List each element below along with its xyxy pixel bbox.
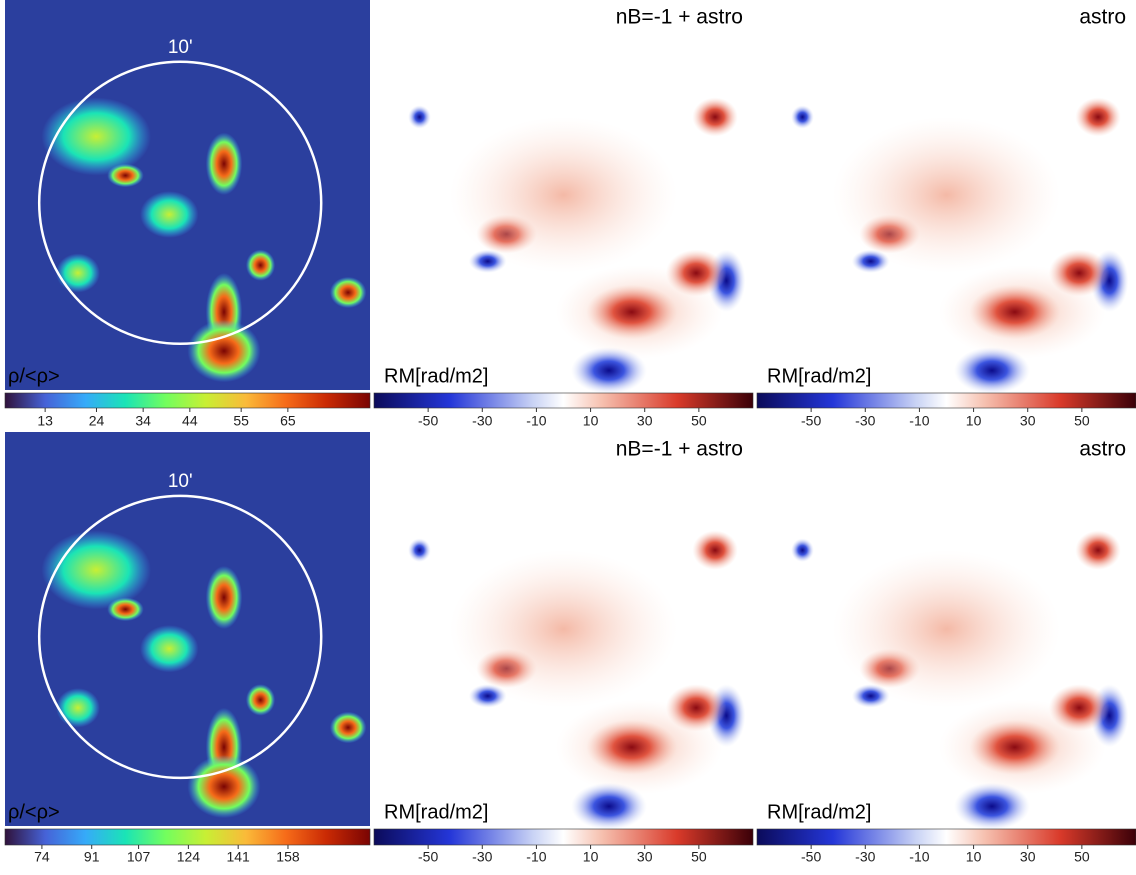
colorbar-tick-label: -30 bbox=[855, 849, 875, 865]
map-feature bbox=[571, 783, 647, 830]
map-feature bbox=[140, 625, 198, 672]
map-feature bbox=[954, 347, 1030, 394]
colorbar bbox=[5, 829, 370, 845]
colorbar-tick-label: 44 bbox=[182, 413, 198, 429]
panel-label: RM[rad/m2] bbox=[767, 801, 871, 823]
map-feature bbox=[692, 98, 737, 137]
map-feature bbox=[586, 285, 677, 340]
map-feature bbox=[450, 550, 677, 708]
circle-label: 10' bbox=[168, 471, 193, 492]
colorbar-tick-label: 10 bbox=[583, 849, 599, 865]
colorbar-tick-label: -50 bbox=[801, 849, 821, 865]
colorbar-tick-label: 30 bbox=[637, 849, 653, 865]
colorbar-tick-label: 10 bbox=[966, 413, 982, 429]
map-feature bbox=[330, 277, 367, 308]
map-feature bbox=[42, 98, 152, 176]
colorbar-tick-label: 50 bbox=[1074, 849, 1090, 865]
colorbar-tick-label: -50 bbox=[418, 413, 438, 429]
map-feature bbox=[791, 105, 814, 128]
map-feature bbox=[246, 250, 275, 281]
colorbar-tick-label: 30 bbox=[1020, 413, 1036, 429]
colorbar bbox=[5, 393, 370, 408]
map-feature bbox=[954, 783, 1030, 830]
colorbar-tick-label: 50 bbox=[691, 413, 707, 429]
map-feature bbox=[206, 133, 243, 195]
map-feature bbox=[571, 347, 647, 394]
map-feature bbox=[1075, 98, 1120, 137]
colorbar-tick-label: 107 bbox=[127, 849, 151, 865]
colorbar-tick-label: 10 bbox=[583, 413, 599, 429]
map-feature bbox=[246, 684, 275, 716]
colorbar-tick-label: 30 bbox=[1020, 849, 1036, 865]
colorbar-tick-label: -50 bbox=[418, 849, 438, 865]
colorbar-tick-label: 65 bbox=[280, 413, 296, 429]
colorbar-tick-label: 10 bbox=[966, 849, 982, 865]
panel-label: ρ/<ρ> bbox=[8, 365, 60, 387]
map-feature bbox=[140, 191, 198, 238]
map-feature bbox=[833, 550, 1060, 708]
colorbar-tick-label: -10 bbox=[909, 849, 929, 865]
colorbar bbox=[757, 829, 1136, 845]
colorbar-tick-label: -10 bbox=[526, 849, 546, 865]
colorbar-tick-label: 124 bbox=[177, 849, 201, 865]
map-feature bbox=[107, 597, 144, 621]
map-feature bbox=[56, 688, 100, 727]
colorbar-tick-label: 13 bbox=[37, 413, 53, 429]
colorbar-tick-label: 34 bbox=[135, 413, 151, 429]
map-feature bbox=[1049, 684, 1110, 731]
map-feature bbox=[692, 531, 737, 570]
panel-label: ρ/<ρ> bbox=[8, 801, 60, 823]
map-feature bbox=[969, 285, 1060, 340]
map-feature bbox=[833, 117, 1060, 273]
colorbar-tick-label: 30 bbox=[637, 413, 653, 429]
panel-label: RM[rad/m2] bbox=[384, 365, 488, 387]
colorbar-tick-label: 55 bbox=[233, 413, 249, 429]
colorbar-tick-label: -50 bbox=[801, 413, 821, 429]
colorbar-tick-label: -30 bbox=[472, 413, 492, 429]
colorbar-tick-label: 50 bbox=[1074, 413, 1090, 429]
colorbar bbox=[374, 829, 753, 845]
colorbar-tick-label: -10 bbox=[909, 413, 929, 429]
colorbar-tick-label: -10 bbox=[526, 413, 546, 429]
map-feature bbox=[666, 684, 727, 731]
panel-label: RM[rad/m2] bbox=[384, 801, 488, 823]
map-feature bbox=[586, 720, 677, 775]
map-feature bbox=[666, 250, 727, 297]
map-feature bbox=[1049, 250, 1110, 297]
map-feature bbox=[408, 538, 431, 562]
colorbar-tick-label: 74 bbox=[34, 849, 50, 865]
colorbar-tick-label: 91 bbox=[84, 849, 100, 865]
colorbar bbox=[757, 393, 1136, 408]
map-feature bbox=[450, 117, 677, 273]
panel-title: nB=-1 + astro bbox=[616, 6, 743, 29]
map-feature bbox=[791, 538, 814, 562]
panel-title: astro bbox=[1079, 438, 1126, 461]
colorbar-tick-label: -30 bbox=[472, 849, 492, 865]
map-image bbox=[5, 0, 370, 390]
figure: 10' ρ/<ρ> 13 24 34 44 55 65 nB=-1 + astro RM[rad/… bbox=[0, 0, 1136, 875]
map-feature bbox=[1075, 531, 1120, 570]
panel-title: nB=-1 + astro bbox=[616, 438, 743, 461]
colorbar-tick-label: 158 bbox=[276, 849, 300, 865]
colorbar bbox=[374, 393, 753, 408]
page: 10' ρ/<ρ> 13 24 34 44 55 65 nB=-1 + astro RM[rad/… bbox=[0, 0, 1136, 875]
map-feature bbox=[188, 755, 261, 818]
colorbar-tick-label: 50 bbox=[691, 849, 707, 865]
map-feature bbox=[188, 320, 261, 382]
panel-title: astro bbox=[1079, 6, 1126, 29]
map-feature bbox=[969, 720, 1060, 775]
map-feature bbox=[107, 164, 144, 187]
map-feature bbox=[206, 566, 243, 629]
map-feature bbox=[56, 254, 100, 293]
circle-label: 10' bbox=[168, 37, 193, 58]
map-feature bbox=[330, 712, 367, 744]
map-feature bbox=[42, 531, 152, 610]
colorbar-tick-label: 141 bbox=[226, 849, 250, 865]
panel-label: RM[rad/m2] bbox=[767, 365, 871, 387]
map-feature bbox=[408, 105, 431, 128]
colorbar-tick-label: 24 bbox=[89, 413, 105, 429]
colorbar-tick-label: -30 bbox=[855, 413, 875, 429]
